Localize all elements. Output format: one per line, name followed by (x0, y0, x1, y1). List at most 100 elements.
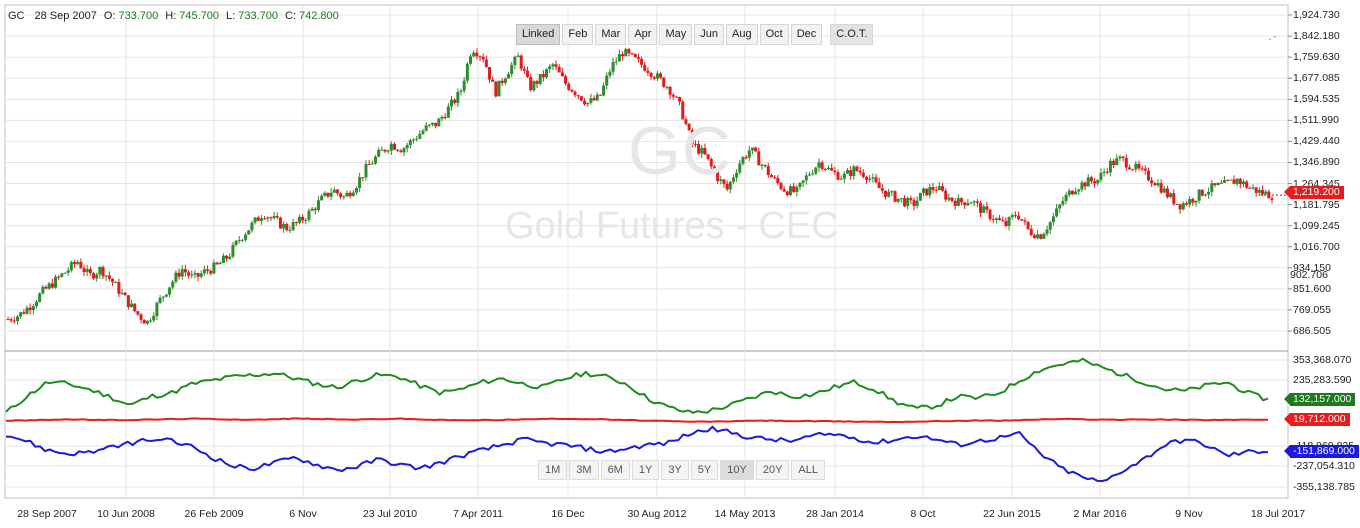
candle-body (1127, 167, 1131, 170)
candle-body (1108, 160, 1112, 173)
candle-body (852, 166, 856, 176)
candle-body (497, 80, 501, 97)
candle-body (1074, 191, 1078, 195)
zoom-1m-button[interactable]: 1M (538, 460, 568, 480)
candle-body (798, 182, 802, 187)
candle-body (731, 177, 735, 182)
candle-body (82, 268, 86, 273)
candle-body (1137, 163, 1141, 169)
candle-body (104, 275, 108, 277)
candle-body (988, 209, 992, 220)
candle-body (60, 273, 64, 277)
zoom-3m-button[interactable]: 3M (569, 460, 599, 480)
candle-body (928, 187, 932, 196)
jun-button[interactable]: Jun (694, 24, 724, 45)
candle-body (925, 188, 929, 196)
candle-body (408, 140, 412, 146)
zoom-6m-button[interactable]: 6M (600, 460, 630, 480)
candle-body (890, 191, 894, 193)
candle-body (367, 164, 371, 166)
candle-body (586, 102, 590, 105)
zoom-5y-button[interactable]: 5Y (690, 460, 719, 480)
candle-body (155, 302, 159, 316)
candle-body (690, 130, 694, 144)
candle-body (19, 312, 23, 317)
feb-button[interactable]: Feb (562, 24, 594, 45)
candle-body (845, 170, 849, 174)
cot-tick-label: -355,138.785 (1293, 481, 1355, 493)
time-tick-label: 9 Nov (1175, 508, 1203, 520)
candle-body (69, 262, 73, 271)
apr-button[interactable]: Apr (628, 24, 658, 45)
oct-button[interactable]: Oct (759, 24, 789, 45)
time-tick-label: 10 Jun 2008 (97, 508, 155, 520)
candle-body (446, 106, 450, 118)
linked-button[interactable]: Linked (516, 24, 561, 45)
candle-body (221, 255, 225, 263)
candle-body (1162, 188, 1166, 193)
zoom-1y-button[interactable]: 1Y (631, 460, 660, 480)
candle-body (1213, 183, 1217, 186)
candle-body (38, 293, 42, 302)
dec-button[interactable]: Dec (790, 24, 823, 45)
candle-body (1216, 183, 1220, 186)
time-tick-label: 16 Dec (551, 508, 585, 520)
candle-body (687, 123, 691, 131)
candle-body (557, 66, 561, 73)
time-tick-label: 28 Sep 2007 (17, 508, 77, 520)
candle-body (833, 170, 837, 173)
price-tick-label: 1,924.730 (1293, 9, 1340, 21)
candle-body (1222, 180, 1226, 183)
cot-button[interactable]: C.O.T. (830, 24, 874, 45)
candle-body (1203, 194, 1207, 196)
zoom-20y-button[interactable]: 20Y (755, 460, 790, 480)
candle-body (795, 186, 799, 192)
candle-body (545, 69, 549, 78)
candle-body (617, 54, 621, 62)
candle-body (1039, 234, 1043, 239)
candle-body (469, 56, 473, 64)
candle-body (735, 172, 739, 178)
candle-body (763, 164, 767, 167)
candle-body (652, 77, 656, 79)
candle-body (95, 274, 99, 279)
may-button[interactable]: May (659, 24, 693, 45)
candle-body (541, 73, 545, 78)
candle-body (1099, 172, 1103, 180)
zoom-10y-button[interactable]: 10Y (720, 460, 754, 480)
last-price-tag: 1,219.200 (1284, 186, 1344, 199)
candle-body (174, 272, 178, 282)
aug-button[interactable]: Aug (726, 24, 758, 45)
candle-body (139, 314, 143, 320)
mar-button[interactable]: Mar (595, 24, 627, 45)
time-tick-label: 30 Aug 2012 (627, 508, 687, 520)
candle-body (12, 320, 16, 322)
resize-grip-icon[interactable]: ⠠⠂ (1265, 33, 1280, 44)
candle-body (567, 83, 571, 90)
candle-body (177, 272, 181, 277)
candle-body (570, 89, 574, 92)
candle-body (145, 320, 149, 324)
candle-body (817, 162, 821, 168)
candle-body (956, 198, 960, 206)
time-tick-label: 22 Jun 2015 (983, 508, 1041, 520)
zoom-toolbar: 1M 3M 6M 1Y 3Y 5Y 10Y 20Y ALL (538, 460, 825, 480)
price-candles (6, 47, 1274, 326)
candle-body (896, 198, 900, 202)
candle-body (285, 223, 289, 231)
candle-body (107, 275, 111, 279)
candle-body (991, 219, 995, 221)
candle-body (1029, 229, 1033, 236)
candle-body (887, 191, 891, 197)
candle-body (193, 273, 197, 275)
candle-body (830, 167, 834, 171)
price-tick-label: 1,346.890 (1293, 156, 1340, 169)
candle-body (858, 170, 862, 173)
candle-body (339, 193, 343, 197)
zoom-3y-button[interactable]: 3Y (661, 460, 689, 480)
cot-tick-label: 235,283.590 (1293, 374, 1352, 386)
zoom-all-button[interactable]: ALL (791, 460, 825, 480)
candle-body (1051, 216, 1055, 223)
candle-body (1181, 203, 1185, 210)
